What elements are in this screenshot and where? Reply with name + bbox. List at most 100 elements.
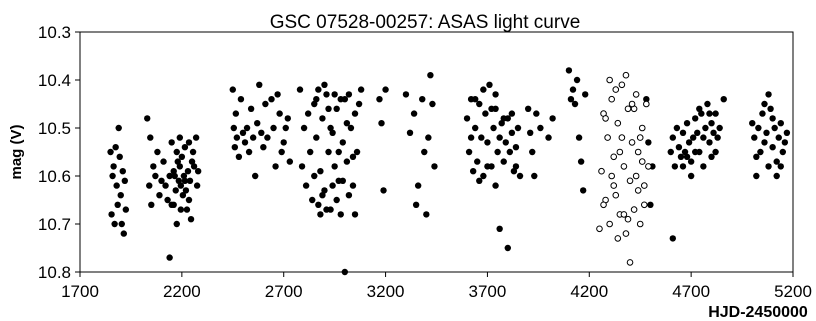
data-point (679, 163, 687, 170)
data-point (675, 144, 683, 151)
data-point (107, 148, 114, 156)
data-point (500, 158, 507, 165)
data-point (249, 134, 257, 141)
x-axis-label: HJD-2450000 (708, 304, 808, 321)
data-point (685, 139, 693, 146)
data-point (230, 124, 238, 132)
data-point (339, 139, 346, 146)
data-point (233, 134, 241, 141)
data-point (254, 120, 261, 127)
data-point (184, 168, 192, 175)
x-tick-label: 3200 (367, 282, 405, 301)
data-point (498, 120, 505, 127)
data-point (645, 139, 652, 146)
data-point (712, 110, 719, 117)
data-point (173, 220, 180, 228)
data-point (239, 129, 247, 136)
data-point (110, 163, 117, 170)
data-point (575, 134, 583, 141)
data-point (315, 201, 322, 208)
x-tick-label: 5200 (774, 282, 812, 301)
data-point (700, 134, 707, 141)
data-point (122, 206, 130, 213)
data-point (173, 148, 180, 156)
data-point (181, 177, 189, 184)
data-point-open (602, 115, 609, 122)
data-point (327, 124, 334, 132)
data-point (537, 124, 544, 132)
data-point-open (596, 225, 603, 233)
data-point (512, 144, 520, 151)
data-point-open (604, 134, 611, 141)
data-point (176, 163, 184, 170)
data-point (761, 139, 768, 146)
data-point (769, 115, 776, 122)
data-point (235, 153, 243, 160)
data-point (177, 182, 185, 189)
data-point (496, 134, 503, 141)
data-point (302, 182, 310, 189)
data-point (700, 163, 707, 170)
data-point (679, 129, 687, 136)
data-point (669, 235, 677, 242)
data-point (710, 129, 717, 136)
data-point-open (618, 81, 626, 89)
data-point (171, 172, 178, 180)
data-point (319, 192, 326, 199)
data-point (268, 96, 275, 103)
data-point (296, 86, 304, 93)
data-point (154, 148, 161, 156)
data-point (162, 182, 169, 189)
data-point (514, 124, 522, 132)
data-point-open (608, 95, 615, 103)
data-point (188, 158, 196, 165)
data-point (109, 172, 116, 180)
data-point (175, 177, 183, 184)
data-point-open (624, 215, 632, 223)
data-point (421, 148, 428, 156)
data-point (673, 124, 681, 132)
data-point (111, 220, 118, 228)
x-tick-label: 3700 (469, 282, 507, 301)
data-point (698, 110, 705, 117)
data-point (467, 134, 475, 141)
data-point (716, 124, 723, 132)
data-point (329, 182, 336, 189)
y-tick-label: 10.6 (38, 167, 71, 186)
data-point (706, 110, 713, 117)
data-point (152, 172, 159, 180)
data-point (683, 153, 691, 160)
data-point (313, 96, 320, 103)
data-point (683, 120, 691, 127)
data-point (669, 134, 677, 141)
data-point (463, 115, 471, 122)
x-tick-label: 2700 (265, 282, 303, 301)
data-point-open (628, 139, 636, 146)
data-point (692, 148, 699, 156)
data-point (311, 100, 318, 108)
data-point (423, 211, 430, 218)
data-point-open (632, 172, 640, 180)
data-point (317, 211, 324, 218)
data-point (472, 124, 479, 132)
data-point (755, 124, 762, 132)
data-point (671, 163, 679, 170)
data-point (182, 187, 190, 194)
data-point (571, 100, 579, 108)
data-point (761, 100, 768, 108)
data-point (286, 158, 294, 165)
data-point (759, 110, 766, 117)
data-point (264, 134, 271, 141)
data-point (114, 201, 121, 208)
data-point-open (618, 134, 626, 141)
data-point (176, 134, 184, 141)
data-point-open (620, 163, 628, 170)
data-point-open (624, 105, 632, 113)
data-point-open (606, 220, 613, 228)
data-point (345, 91, 353, 98)
data-point (321, 81, 328, 89)
data-points (107, 67, 791, 276)
data-point (113, 182, 120, 189)
data-point (465, 148, 473, 156)
data-point (753, 153, 760, 160)
